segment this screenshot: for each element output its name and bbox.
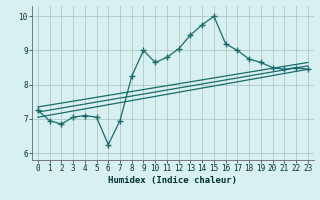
X-axis label: Humidex (Indice chaleur): Humidex (Indice chaleur) [108,176,237,185]
